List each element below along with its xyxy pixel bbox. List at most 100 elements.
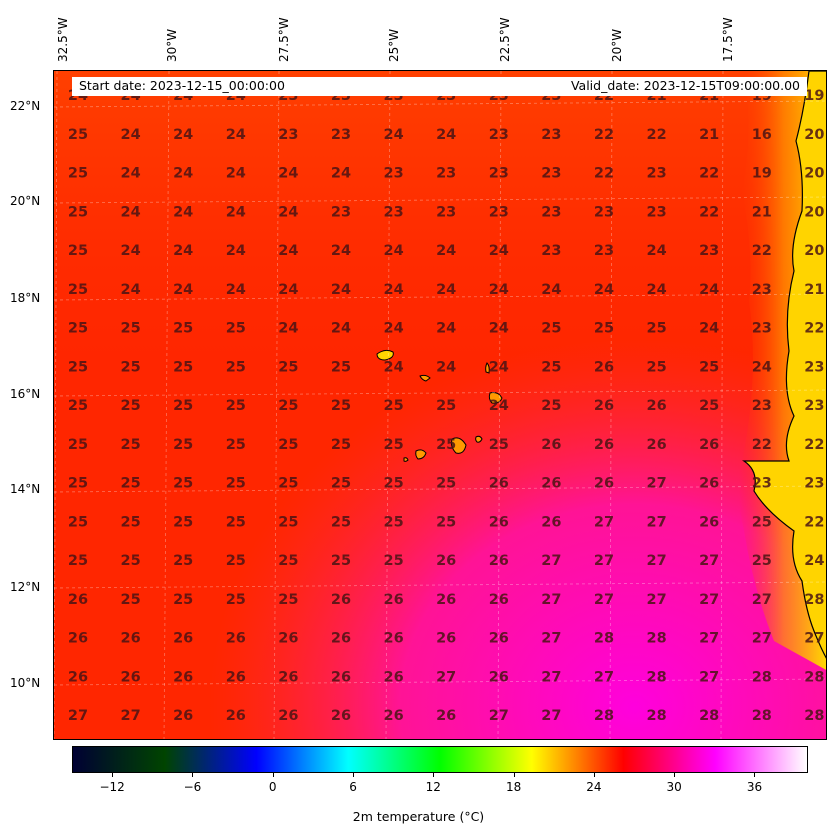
temp-value: 27 <box>594 514 614 530</box>
temp-value: 22 <box>804 437 824 453</box>
temp-value: 25 <box>331 553 351 569</box>
temp-value: 24 <box>541 282 561 298</box>
temp-value: 24 <box>436 321 456 337</box>
date-header: Start date: 2023-12-15_00:00:00 Valid_da… <box>72 77 807 96</box>
temp-value: 24 <box>278 204 298 220</box>
temp-value: 25 <box>331 359 351 375</box>
temp-value: 23 <box>278 127 298 143</box>
temp-value: 25 <box>541 359 561 375</box>
temp-value: 26 <box>541 514 561 530</box>
temp-value: 23 <box>752 282 772 298</box>
temp-value: 26 <box>384 592 404 608</box>
temp-value: 24 <box>331 282 351 298</box>
temp-value: 28 <box>594 631 614 647</box>
temp-value: 26 <box>489 476 509 492</box>
lon-label-30w: 30°W <box>165 28 179 62</box>
temp-value: 26 <box>331 592 351 608</box>
lat-label-22n: 22°N <box>10 99 41 113</box>
temp-value: 26 <box>489 631 509 647</box>
temp-value: 27 <box>541 631 561 647</box>
temp-value: 24 <box>436 127 456 143</box>
temp-value: 26 <box>699 437 719 453</box>
temp-value: 24 <box>226 282 246 298</box>
temp-value: 22 <box>752 243 772 259</box>
colorbar-tick-mark <box>754 773 756 777</box>
temp-value: 26 <box>331 708 351 724</box>
temp-value: 25 <box>173 437 193 453</box>
island-santiago <box>451 437 467 454</box>
temp-value: 24 <box>278 321 298 337</box>
temp-value: 24 <box>226 204 246 220</box>
temp-value: 27 <box>752 592 772 608</box>
temp-value: 24 <box>804 553 824 569</box>
temp-value: 22 <box>594 166 614 182</box>
temp-value: 24 <box>331 243 351 259</box>
temp-value: 26 <box>699 514 719 530</box>
temp-value: 24 <box>331 321 351 337</box>
temp-value: 24 <box>278 282 298 298</box>
temp-value: 25 <box>489 437 509 453</box>
temp-value: 26 <box>489 553 509 569</box>
temp-value: 24 <box>173 166 193 182</box>
lon-label-17-5w: 17.5°W <box>721 17 735 62</box>
temp-value: 22 <box>752 437 772 453</box>
graticule <box>54 71 826 739</box>
temp-value: 23 <box>541 243 561 259</box>
temp-value: 26 <box>173 631 193 647</box>
valid-date-label: Valid_date: 2023-12-15T09:00:00.00 <box>570 78 800 93</box>
temp-value: 26 <box>594 437 614 453</box>
colorbar-tick-label: 12 <box>425 780 441 794</box>
temp-value: 24 <box>384 243 404 259</box>
temp-value: 21 <box>752 204 772 220</box>
island-fogo <box>415 449 427 460</box>
lat-label-20n: 20°N <box>10 194 41 208</box>
lat-label-14n: 14°N <box>10 482 41 496</box>
temp-value: 24 <box>173 204 193 220</box>
temp-value: 23 <box>804 359 824 375</box>
colorbar-title: 2m temperature (°C) <box>352 809 485 824</box>
temp-value: 25 <box>68 476 88 492</box>
temp-value: 25 <box>384 514 404 530</box>
temp-value: 26 <box>647 437 667 453</box>
temp-value: 25 <box>384 437 404 453</box>
temp-value: 26 <box>173 669 193 685</box>
temp-value: 28 <box>804 708 824 724</box>
temp-value: 26 <box>436 631 456 647</box>
temp-value: 26 <box>489 592 509 608</box>
temp-value: 24 <box>173 243 193 259</box>
temp-value: 25 <box>331 514 351 530</box>
temp-value: 26 <box>384 631 404 647</box>
temp-value: 23 <box>594 204 614 220</box>
island-maio <box>475 435 483 443</box>
temp-value: 25 <box>68 398 88 414</box>
colorbar-tick-label: 24 <box>586 780 602 794</box>
temp-value: 25 <box>594 321 614 337</box>
temp-value: 24 <box>121 243 141 259</box>
temp-value: 24 <box>699 282 719 298</box>
temp-value: 26 <box>278 669 298 685</box>
temp-value: 25 <box>68 359 88 375</box>
temp-value: 25 <box>278 553 298 569</box>
temp-value: 24 <box>752 359 772 375</box>
temp-value: 26 <box>226 708 246 724</box>
temp-value: 25 <box>121 476 141 492</box>
temp-value: 22 <box>647 127 667 143</box>
colorbar-tick-mark <box>353 773 355 777</box>
temp-value: 23 <box>647 204 667 220</box>
temp-value: 27 <box>594 592 614 608</box>
temp-value: 26 <box>68 592 88 608</box>
temp-value: 26 <box>331 669 351 685</box>
lon-label-22-5w: 22.5°W <box>498 17 512 62</box>
temp-value: 26 <box>278 708 298 724</box>
map-canvas: 24 24 24 24 23 23 23 23 23 23 22 21 21 19 19 25 24 24 24 23… <box>54 71 826 739</box>
temp-value: 26 <box>226 631 246 647</box>
temp-value: 25 <box>436 437 456 453</box>
temp-value: 25 <box>278 359 298 375</box>
temp-value: 27 <box>541 592 561 608</box>
temp-value: 26 <box>121 631 141 647</box>
temp-value: 26 <box>436 708 456 724</box>
temp-value: 28 <box>647 708 667 724</box>
temp-value: 27 <box>804 631 824 647</box>
temp-value: 25 <box>752 514 772 530</box>
temp-value: 26 <box>331 631 351 647</box>
